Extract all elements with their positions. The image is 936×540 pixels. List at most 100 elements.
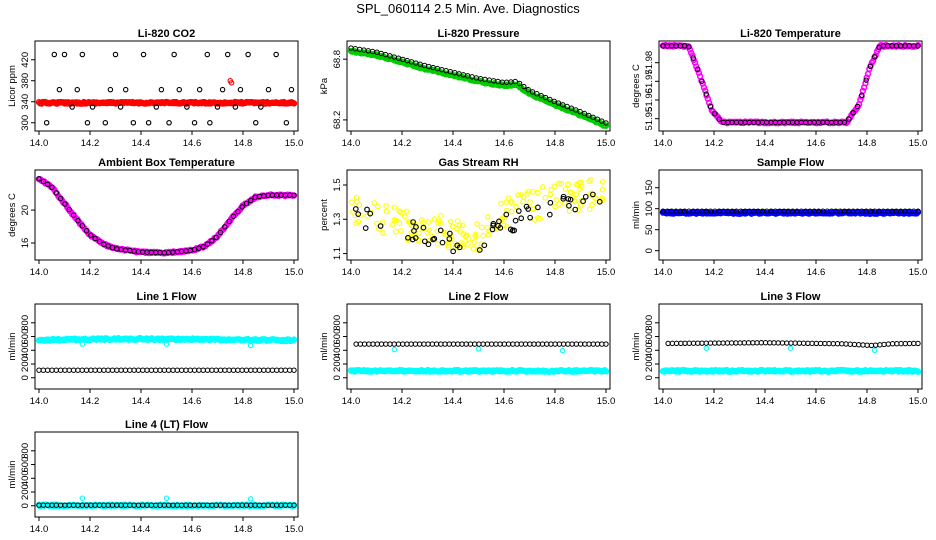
data-point <box>88 232 94 239</box>
data-point <box>573 191 580 198</box>
data-point <box>248 367 254 373</box>
data-point <box>581 110 588 117</box>
data-point <box>391 346 398 353</box>
y-tick-label: 600 <box>20 329 31 345</box>
data-point <box>44 367 51 373</box>
data-point <box>122 367 129 373</box>
data-point <box>412 235 419 241</box>
data-point <box>226 218 232 225</box>
y-tick-label: 400 <box>20 342 31 358</box>
data-point <box>503 207 510 214</box>
data-point <box>61 51 68 58</box>
series-group <box>35 495 298 510</box>
y-axis-label: ml/min <box>631 201 642 229</box>
data-point <box>568 105 575 111</box>
x-tick-label: 14.6 <box>807 267 826 278</box>
data-point <box>511 227 517 234</box>
x-tick-label: 15.0 <box>909 267 928 278</box>
data-point <box>516 80 523 87</box>
data-point <box>163 495 170 501</box>
data-point <box>484 214 491 220</box>
data-point <box>102 120 109 126</box>
data-point <box>498 200 504 207</box>
data-point <box>83 228 90 234</box>
data-point <box>589 201 596 208</box>
data-point <box>505 195 512 202</box>
data-point <box>187 367 193 373</box>
x-tick-label: 14.0 <box>654 396 673 407</box>
y-axis-label: ml/min <box>7 333 18 361</box>
y-tick-label: 380 <box>20 73 31 89</box>
series-2 <box>660 208 921 214</box>
y-axis-label: kPa <box>319 77 330 94</box>
data-point <box>716 116 722 122</box>
data-point <box>555 100 562 106</box>
data-point <box>525 206 532 212</box>
data-point <box>586 206 593 213</box>
data-point <box>508 208 515 215</box>
data-point <box>353 220 359 226</box>
series-1 <box>347 366 610 375</box>
data-point <box>572 206 579 213</box>
data-point <box>92 235 98 242</box>
data-point <box>200 367 206 373</box>
x-tick-label: 14.0 <box>30 396 49 407</box>
y-tick-label: 200 <box>20 484 31 500</box>
panel-title: Line 4 (LT) Flow <box>125 419 208 431</box>
data-point <box>558 180 565 187</box>
data-point <box>130 120 137 126</box>
data-point <box>265 86 272 93</box>
y-axis-label: ml/min <box>631 333 642 361</box>
data-point <box>489 226 496 233</box>
series-3 <box>227 78 235 86</box>
data-point <box>463 232 470 239</box>
data-point <box>520 198 526 205</box>
data-point <box>274 367 280 373</box>
data-point <box>405 234 411 241</box>
data-point <box>553 196 560 203</box>
data-point <box>690 55 696 61</box>
data-point <box>843 341 849 347</box>
data-point <box>232 104 239 110</box>
data-point <box>859 92 865 98</box>
data-point <box>409 236 416 243</box>
y-tick-label: 1.3 <box>332 213 343 226</box>
data-point <box>456 244 463 251</box>
data-point <box>847 341 853 347</box>
data-point <box>507 199 514 206</box>
y-tick-label: 51.95 <box>644 107 655 131</box>
data-point <box>434 228 441 235</box>
data-point <box>564 103 570 110</box>
data-point <box>391 217 398 223</box>
data-point <box>480 232 487 239</box>
y-tick-label: 50 <box>644 224 655 235</box>
data-point <box>131 367 137 373</box>
data-point <box>239 204 245 210</box>
data-point <box>230 213 237 220</box>
data-point <box>560 102 566 108</box>
data-point <box>377 223 384 229</box>
data-point <box>109 367 116 373</box>
data-point <box>425 241 432 248</box>
x-tick-label: 14.2 <box>705 267 724 278</box>
x-tick-label: 14.2 <box>81 138 100 149</box>
data-point <box>410 219 416 225</box>
data-point <box>261 367 267 373</box>
data-point <box>454 244 461 251</box>
y-tick-label: 300 <box>20 115 31 131</box>
panel-title: Line 3 Flow <box>761 291 821 303</box>
data-point <box>421 238 428 245</box>
panel-8: Line 2 Flow 14.0 14.2 14.4 14.6 14.8 15.0 0 2004… <box>319 291 615 407</box>
data-point <box>53 190 59 196</box>
data-point <box>862 79 869 87</box>
data-point <box>575 207 581 213</box>
data-point <box>171 51 177 58</box>
data-point <box>586 178 593 185</box>
series-2 <box>36 176 297 256</box>
y-tick-label: 1.5 <box>332 178 343 191</box>
series-2 <box>352 191 603 255</box>
panel-1: Li-820 CO2 14.0 14.2 14.4 14.6 14.8 15.0 300 340… <box>7 28 303 149</box>
series-group <box>659 41 922 127</box>
data-point <box>57 367 64 373</box>
data-point <box>546 211 553 218</box>
